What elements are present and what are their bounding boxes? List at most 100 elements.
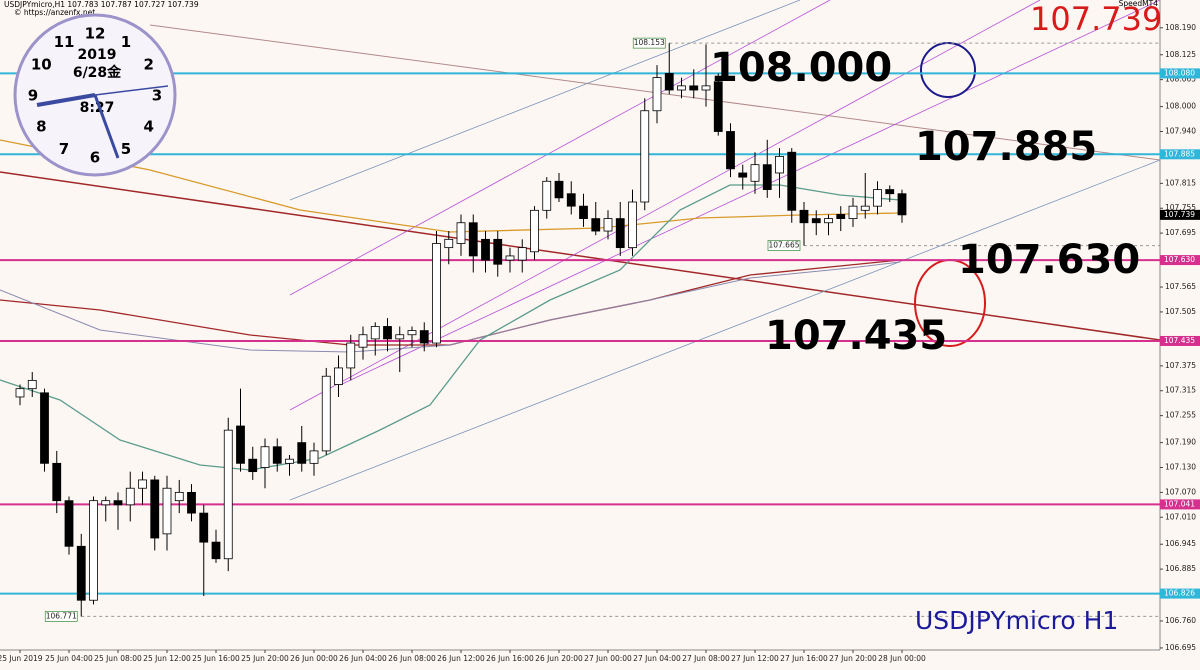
level-tag bbox=[1160, 255, 1200, 266]
x-tick-label: 26 Jun 12:00 bbox=[437, 654, 485, 663]
candle-body bbox=[897, 193, 907, 216]
marker-box bbox=[632, 37, 666, 49]
candle-body bbox=[554, 180, 564, 199]
candle-body bbox=[444, 238, 454, 249]
candle-body bbox=[260, 446, 270, 468]
candle-body bbox=[628, 201, 637, 249]
y-tick-label: 107.565 bbox=[1165, 282, 1196, 291]
y-tick-label: 107.755 bbox=[1165, 203, 1196, 212]
candle-body bbox=[334, 367, 343, 385]
y-tick-label: 108.190 bbox=[1165, 23, 1196, 32]
corner-label: SpeedMT4 bbox=[1119, 0, 1159, 8]
candle-body bbox=[419, 330, 429, 344]
candle-body bbox=[517, 247, 527, 261]
trend-line bbox=[0, 171, 1161, 341]
channel-line bbox=[339, 0, 1161, 386]
candle-body bbox=[713, 81, 723, 132]
x-tick-label: 26 Jun 16:00 bbox=[486, 654, 534, 663]
candle-body bbox=[468, 222, 478, 257]
clock-number: 1 bbox=[121, 33, 131, 51]
candle-body bbox=[285, 458, 294, 464]
candle-body bbox=[358, 334, 368, 348]
candle-body bbox=[187, 491, 196, 514]
level-label: 107.630 bbox=[1164, 255, 1195, 264]
y-tick-label: 106.945 bbox=[1165, 539, 1196, 548]
candle-body bbox=[811, 218, 821, 224]
level-tag bbox=[1160, 68, 1200, 79]
clock-number: 10 bbox=[31, 56, 52, 74]
y-tick-label: 107.505 bbox=[1165, 307, 1196, 316]
candle-body bbox=[89, 500, 98, 601]
clock-hand bbox=[94, 85, 169, 96]
level-label: 108.080 bbox=[1164, 68, 1195, 77]
x-tick-label: 25 Jun 16:00 bbox=[192, 654, 240, 663]
candle-body bbox=[726, 131, 735, 170]
candle-body bbox=[873, 189, 882, 207]
candle-body bbox=[248, 458, 258, 473]
annotation: 107.630 bbox=[958, 237, 1140, 283]
candle-body bbox=[689, 85, 699, 91]
candle-body bbox=[530, 209, 539, 253]
y-tick-label: 107.315 bbox=[1165, 386, 1196, 395]
y-tick-label: 107.070 bbox=[1165, 487, 1196, 496]
candle-body bbox=[272, 446, 282, 464]
marker-label: 107.665 bbox=[768, 241, 799, 250]
x-tick-label: 26 Jun 08:00 bbox=[388, 654, 436, 663]
candle-body bbox=[493, 238, 503, 265]
candle-body bbox=[297, 442, 307, 464]
candle-body bbox=[370, 326, 380, 340]
y-tick-label: 108.125 bbox=[1165, 50, 1196, 59]
candle-body bbox=[407, 330, 417, 336]
candle-body bbox=[603, 218, 613, 232]
clock-hand bbox=[36, 93, 96, 107]
clock-number: 8 bbox=[36, 118, 46, 136]
x-tick-label: 27 Jun 16:00 bbox=[780, 654, 828, 663]
candle-body bbox=[640, 110, 650, 203]
candle-body bbox=[738, 172, 748, 178]
clock-number: 4 bbox=[143, 118, 153, 136]
y-tick-label: 107.255 bbox=[1165, 411, 1196, 420]
channel-line bbox=[289, 0, 831, 296]
y-tick-label: 107.010 bbox=[1165, 512, 1196, 521]
candle-body bbox=[223, 429, 233, 560]
y-tick-label: 106.885 bbox=[1165, 564, 1196, 573]
candle-body bbox=[762, 164, 772, 190]
candle-body bbox=[860, 205, 870, 211]
candle-body bbox=[652, 77, 662, 112]
candle-body bbox=[15, 388, 25, 398]
candle-body bbox=[52, 462, 62, 502]
y-tick-label: 107.695 bbox=[1165, 228, 1196, 237]
clock-number: 5 bbox=[121, 140, 131, 158]
marker-box bbox=[767, 240, 801, 251]
candle-body bbox=[432, 243, 441, 344]
candle-body bbox=[615, 218, 625, 249]
clock-number: 2 bbox=[143, 56, 153, 74]
candle-body bbox=[125, 487, 135, 506]
candle-body bbox=[76, 545, 86, 601]
x-tick-label: 27 Jun 04:00 bbox=[633, 654, 681, 663]
annotation: 107.885 bbox=[915, 124, 1097, 170]
candle-body bbox=[211, 541, 221, 560]
x-tick-label: 27 Jun 12:00 bbox=[731, 654, 779, 663]
candle-body bbox=[138, 479, 147, 489]
candle-body bbox=[505, 255, 515, 261]
candle-body bbox=[579, 205, 588, 220]
clock-number: 9 bbox=[28, 87, 38, 105]
candle-body bbox=[677, 85, 686, 91]
annotation: 108.000 bbox=[710, 45, 892, 91]
clock-number: 12 bbox=[85, 25, 106, 43]
clock-number: 6 bbox=[90, 149, 100, 167]
current-price-text: 107.739 bbox=[1030, 0, 1162, 38]
candle-body bbox=[383, 326, 392, 340]
candle-body bbox=[848, 205, 858, 220]
channel-line bbox=[289, 0, 801, 201]
candle-body bbox=[481, 238, 490, 261]
x-tick-label: 26 Jun 04:00 bbox=[339, 654, 387, 663]
candle-body bbox=[174, 491, 184, 502]
channel-line bbox=[289, 159, 1161, 501]
moving-average bbox=[0, 139, 901, 233]
chart-title: USDJPYmicro,H1 107.783 107.787 107.727 1… bbox=[4, 0, 199, 9]
candle-body bbox=[824, 218, 833, 224]
